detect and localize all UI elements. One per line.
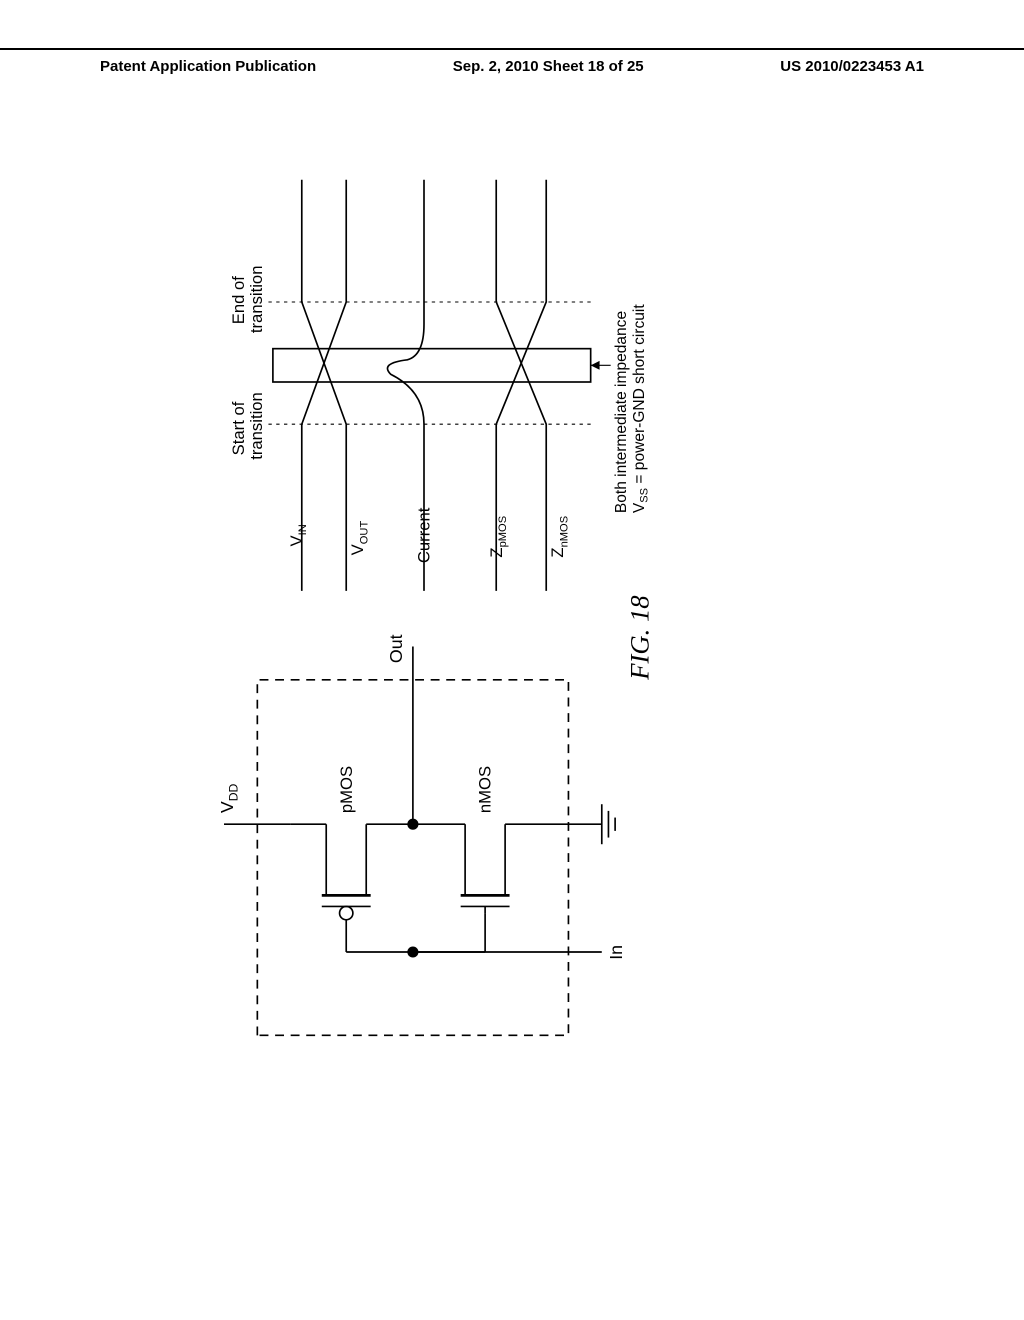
circuit-group: VDD In pMOS Out	[217, 634, 626, 1035]
pmos-label: pMOS	[337, 766, 356, 813]
timing-group: Start of transition End of transition VI…	[229, 180, 650, 591]
footnote-arrow	[591, 361, 600, 370]
nmos-label: nMOS	[476, 766, 495, 813]
page-header: Patent Application Publication Sep. 2, 2…	[0, 48, 1024, 75]
header-right: US 2010/0223453 A1	[780, 58, 924, 75]
start-label2: transition	[247, 392, 266, 460]
figure-label: FIG. 18	[624, 595, 654, 681]
zn-label: ZnMOS	[548, 516, 570, 558]
footnote-line2: VSS = power-GND short circuit	[631, 304, 650, 513]
start-label1: Start of	[229, 401, 248, 455]
end-label1: End of	[229, 276, 248, 325]
figure-rotated-container: VDD In pMOS Out	[12, 278, 1012, 1102]
header-left: Patent Application Publication	[100, 58, 316, 75]
vout-label: VOUT	[348, 521, 370, 556]
zp-label: ZpMOS	[487, 516, 509, 558]
pmos-bubble	[340, 906, 353, 919]
footnote-line1: Both intermediate impedance	[613, 311, 630, 513]
current-label: Current	[415, 507, 434, 563]
vdd-label: VDD	[217, 783, 240, 813]
end-label2: transition	[247, 266, 266, 334]
out-label: Out	[386, 634, 406, 663]
header-mid: Sep. 2, 2010 Sheet 18 of 25	[453, 58, 644, 75]
figure-svg: VDD In pMOS Out	[12, 102, 836, 1102]
vin-label: VIN	[287, 524, 309, 546]
in-label: In	[606, 945, 626, 960]
